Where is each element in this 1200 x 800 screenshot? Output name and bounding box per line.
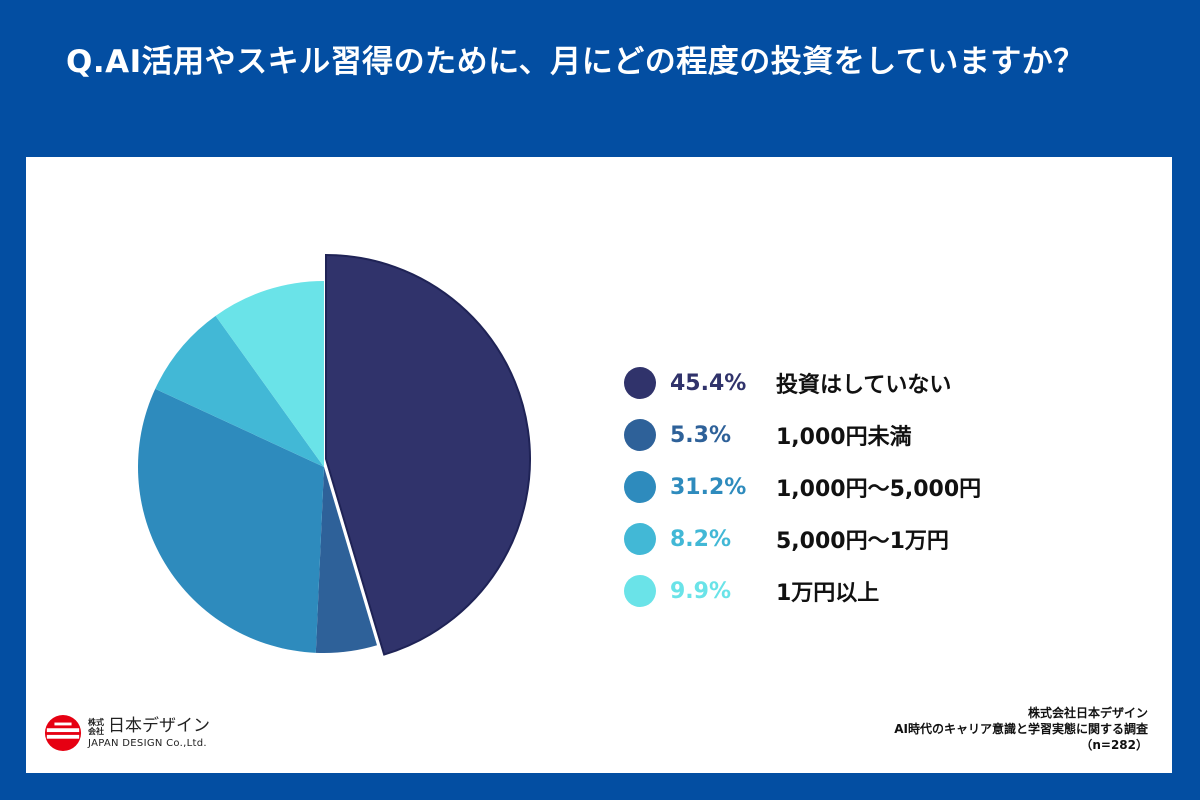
company-logo: 株式会社 日本デザイン JAPAN DESIGN Co.,Ltd. [44, 705, 224, 761]
legend-category-label: 投資はしていない [776, 373, 952, 398]
legend-percentage: 8.2% [670, 526, 732, 552]
pie-slice-2 [315, 467, 378, 653]
pie-slice-4 [155, 315, 324, 467]
japan-design-logo-mark [44, 714, 82, 752]
logo-company-prefix: 株式会社 [88, 717, 104, 736]
legend-swatch [624, 575, 656, 607]
legend-swatch [624, 471, 656, 503]
legend-percentage: 45.4% [670, 370, 747, 396]
source-note: 株式会社日本デザイン AI時代のキャリア意識と学習実態に関する調査 （n=282… [894, 705, 1148, 753]
logo-english-name: JAPAN DESIGN Co.,Ltd. [88, 737, 207, 749]
legend-item: 45.4% 投資はしていない [624, 357, 981, 409]
logo-text: 株式会社 日本デザイン JAPAN DESIGN Co.,Ltd. [88, 718, 210, 749]
pie-slice-1 [325, 253, 531, 656]
legend-item: 5.3% 1,000円未満 [624, 409, 981, 461]
legend-item: 8.2% 5,000円〜1万円 [624, 513, 981, 565]
pie-slice-5 [215, 281, 324, 467]
legend-category-label: 5,000円〜1万円 [776, 529, 949, 554]
source-company: 株式会社日本デザイン [1027, 706, 1148, 720]
legend: 45.4% 投資はしていない 5.3% 1,000円未満 31.2% 1,000円〜5,0… [624, 357, 981, 617]
legend-category-label: 1万円以上 [776, 581, 880, 606]
legend-item: 9.9% 1万円以上 [624, 565, 981, 617]
legend-swatch [624, 419, 656, 451]
chart-panel: 45.4% 投資はしていない 5.3% 1,000円未満 31.2% 1,000円〜5,0… [26, 157, 1172, 773]
source-sample: （n=282） [1080, 738, 1148, 752]
legend-percentage: 31.2% [670, 474, 747, 500]
legend-percentage: 5.3% [670, 422, 732, 448]
legend-category-label: 1,000円〜5,000円 [776, 477, 982, 502]
legend-item: 31.2% 1,000円〜5,000円 [624, 461, 981, 513]
logo-company-name: 日本デザイン [108, 716, 210, 736]
pie-slice-3 [138, 388, 324, 653]
chart-title: Q.AI活用やスキル習得のために、月にどの程度の投資をしていますか？ [66, 44, 1085, 80]
legend-swatch [624, 367, 656, 399]
legend-percentage: 9.9% [670, 578, 732, 604]
legend-swatch [624, 523, 656, 555]
source-survey: AI時代のキャリア意識と学習実態に関する調査 [894, 722, 1148, 736]
pie-chart [138, 253, 531, 656]
legend-category-label: 1,000円未満 [776, 425, 912, 450]
